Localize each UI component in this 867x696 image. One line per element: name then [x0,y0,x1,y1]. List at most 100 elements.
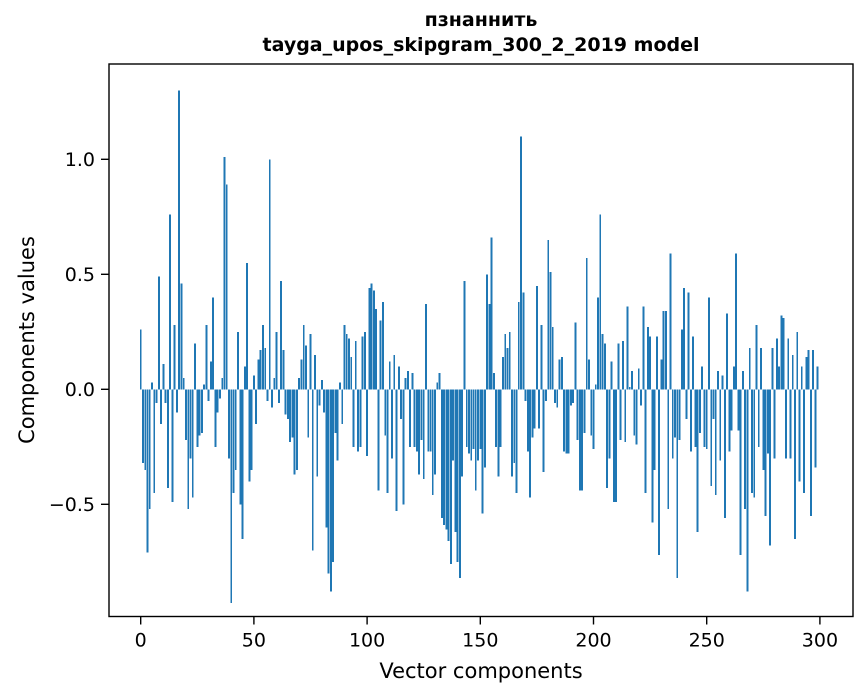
bar [336,389,339,461]
bar [624,389,627,443]
bar [701,366,704,390]
bar [741,370,744,390]
y-tick-label: −0.5 [49,494,95,516]
bar [642,306,645,390]
bar [182,377,185,390]
bar [576,389,579,440]
bar [169,214,172,390]
bar [513,389,516,463]
bar [225,184,228,390]
bar [379,320,382,390]
bar [443,389,446,525]
bar [280,281,283,390]
bar [762,389,765,470]
bar [404,377,407,390]
bar [142,389,144,463]
bar [366,389,369,456]
bar [348,338,350,390]
bar [449,389,452,565]
bar [246,262,249,390]
bar [393,354,396,390]
bar [368,288,371,390]
bar [338,382,341,390]
bar [463,281,466,390]
bar [162,364,165,390]
bar [717,370,719,390]
bar [710,389,713,486]
bar [275,331,278,390]
bar [411,373,414,390]
bar [402,389,405,505]
bar [698,389,701,433]
bar [680,329,683,390]
bar [230,389,233,604]
bar [538,389,541,429]
bar [438,373,441,390]
bar [185,389,187,440]
bar [501,357,504,390]
bar [388,361,391,390]
bar [540,324,543,390]
bar [196,389,199,447]
bar [415,389,418,452]
bar [744,389,747,509]
bar [581,389,584,491]
bar [359,389,362,447]
bar [146,389,149,553]
bar [563,389,566,452]
bar [203,384,206,390]
bar [599,214,602,390]
bar [445,389,448,530]
bar [637,368,640,390]
bar [615,389,618,502]
bar [608,389,611,459]
bar [300,359,303,390]
bar [284,389,287,415]
bar [307,389,310,438]
bar [243,366,246,390]
bar [746,389,749,592]
bar [262,324,264,390]
bar [610,361,613,390]
bar [547,239,550,390]
bar [311,389,314,551]
bar [334,389,337,433]
bar [535,285,538,390]
bar [635,389,638,445]
bar [178,90,181,390]
bar [309,334,312,390]
bar [175,389,178,413]
bar [809,389,812,516]
bar [440,389,443,519]
bar [171,389,174,502]
bar [497,389,500,477]
bar [483,389,486,468]
bar [617,343,620,390]
bar [323,389,326,413]
bar [372,290,375,390]
bar [375,308,378,390]
bar [232,389,235,493]
bar [314,354,316,390]
bar [807,350,810,390]
bar [221,377,224,390]
bar [427,389,430,452]
bar [200,389,203,433]
plot-border [108,63,854,618]
bar [708,297,710,390]
bar [531,389,534,438]
bar [216,389,219,413]
bar [771,347,774,390]
bar [504,334,507,390]
bar [694,389,697,447]
bar [626,306,629,390]
bar [291,389,294,438]
bar [144,389,147,470]
bar [640,389,642,406]
bar [436,382,439,390]
bar [794,389,796,539]
bar [517,301,520,390]
bar [325,389,328,528]
bar [574,322,577,390]
bar [687,292,690,390]
